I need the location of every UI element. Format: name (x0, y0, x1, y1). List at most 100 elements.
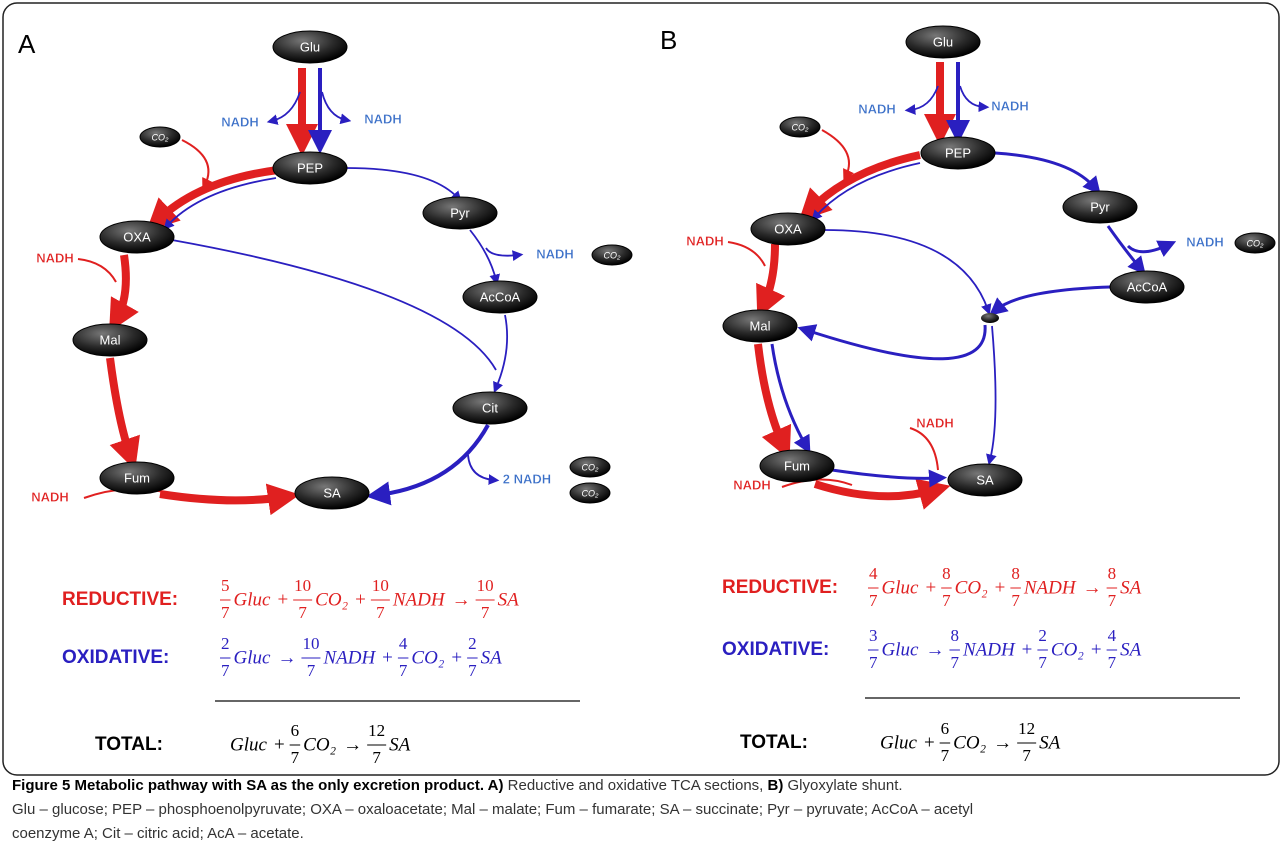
term: CO₂ (411, 647, 444, 668)
numerator: 8 (1011, 564, 1020, 583)
operator: → (452, 589, 471, 610)
denominator: 7 (1011, 591, 1020, 610)
denominator: 7 (468, 661, 477, 680)
caption-line: Glu – glucose; PEP – phosphoenolpyruvate… (12, 801, 973, 818)
node-label: OXA (123, 229, 151, 244)
operator: + (382, 647, 393, 668)
numerator: 6 (941, 719, 950, 738)
denominator: 7 (221, 661, 230, 680)
denominator: 7 (376, 603, 385, 622)
denominator: 7 (291, 748, 300, 767)
denominator: 7 (869, 591, 878, 610)
term: NADH (1023, 577, 1077, 598)
term: SA (1039, 732, 1061, 753)
frame (2, 2, 1280, 776)
term: Gluc (230, 734, 268, 755)
panel-label: B (660, 25, 677, 55)
numerator: 6 (291, 721, 300, 740)
numerator: 8 (1108, 564, 1117, 583)
node-label: Cit (482, 400, 498, 415)
node (722, 309, 798, 343)
term: Gluc (882, 577, 920, 598)
caption-run: Glyoxylate shunt. (783, 777, 902, 794)
numerator: 10 (372, 576, 389, 595)
denominator: 7 (1108, 653, 1117, 672)
term: CO₂ (955, 577, 988, 598)
cofactor: NADH (31, 489, 69, 504)
cofactor: NADH (36, 250, 74, 265)
node-label: Fum (784, 458, 810, 473)
caption-run: Figure 5 Metabolic pathway with SA as th… (12, 777, 484, 794)
operator: + (925, 577, 936, 598)
operator: → (277, 647, 296, 668)
denominator: 7 (942, 591, 951, 610)
node (99, 461, 175, 495)
caption-run: coenzyme A; Cit – citric acid; AcA – ace… (12, 825, 304, 842)
node-label: PEP (297, 160, 323, 175)
equation-label: REDUCTIVE: (62, 589, 178, 610)
cofactor: NADH (733, 477, 771, 492)
denominator: 7 (1108, 591, 1117, 610)
operator: + (274, 734, 285, 755)
node-label: Mal (100, 332, 121, 347)
node-label: PEP (945, 145, 971, 160)
numerator: 2 (221, 634, 230, 653)
small-node (569, 482, 611, 504)
denominator: 7 (481, 603, 490, 622)
operator: + (995, 577, 1006, 598)
node (422, 196, 498, 230)
term: CO₂ (953, 732, 986, 753)
node (947, 463, 1023, 497)
operator: + (355, 589, 366, 610)
numerator: 4 (399, 634, 408, 653)
arrows-a (77, 68, 524, 516)
operator: → (1083, 577, 1102, 598)
cofactor: NADH (364, 111, 402, 126)
panel-label: A (18, 29, 36, 59)
denominator: 7 (298, 603, 307, 622)
cofactor: NADH (1186, 234, 1224, 249)
term: CO₂ (315, 589, 348, 610)
node-label: SA (323, 485, 341, 500)
term: SA (1120, 577, 1142, 598)
node-label: Fum (124, 470, 150, 485)
denominator: 7 (941, 746, 950, 765)
node (294, 476, 370, 510)
operator: → (925, 639, 944, 660)
term: SA (498, 589, 520, 610)
denominator: 7 (399, 661, 408, 680)
cofactor: NADH (686, 233, 724, 248)
numerator: 12 (368, 721, 385, 740)
caption-run: Reductive and oxidative TCA sections, (503, 777, 767, 794)
node (452, 391, 528, 425)
term: NADH (962, 639, 1016, 660)
term: SA (481, 647, 503, 668)
denominator: 7 (950, 653, 959, 672)
denominator: 7 (221, 603, 230, 622)
term: Gluc (234, 647, 272, 668)
node-label: Pyr (450, 205, 470, 220)
cofactor: NADH (221, 114, 259, 129)
node-label: Mal (750, 318, 771, 333)
term: Gluc (880, 732, 918, 753)
node (99, 220, 175, 254)
node-label: AcCoA (1127, 279, 1168, 294)
small-node-label: CO₂ (152, 132, 170, 142)
node (759, 449, 835, 483)
term: NADH (392, 589, 446, 610)
node-label: SA (976, 472, 994, 487)
node-label: AcCoA (480, 289, 521, 304)
node (920, 136, 996, 170)
small-node-label: CO₂ (792, 122, 810, 132)
operator: + (277, 589, 288, 610)
numerator: 8 (950, 626, 959, 645)
node (272, 151, 348, 185)
small-node-label: CO₂ (1247, 238, 1265, 248)
equation-label: TOTAL: (740, 732, 808, 753)
cofactor: NADH (916, 415, 954, 430)
small-node-label: CO₂ (604, 250, 622, 260)
operator: → (343, 734, 362, 755)
node (905, 25, 981, 59)
caption-run: B) (768, 777, 784, 794)
denominator: 7 (307, 661, 316, 680)
